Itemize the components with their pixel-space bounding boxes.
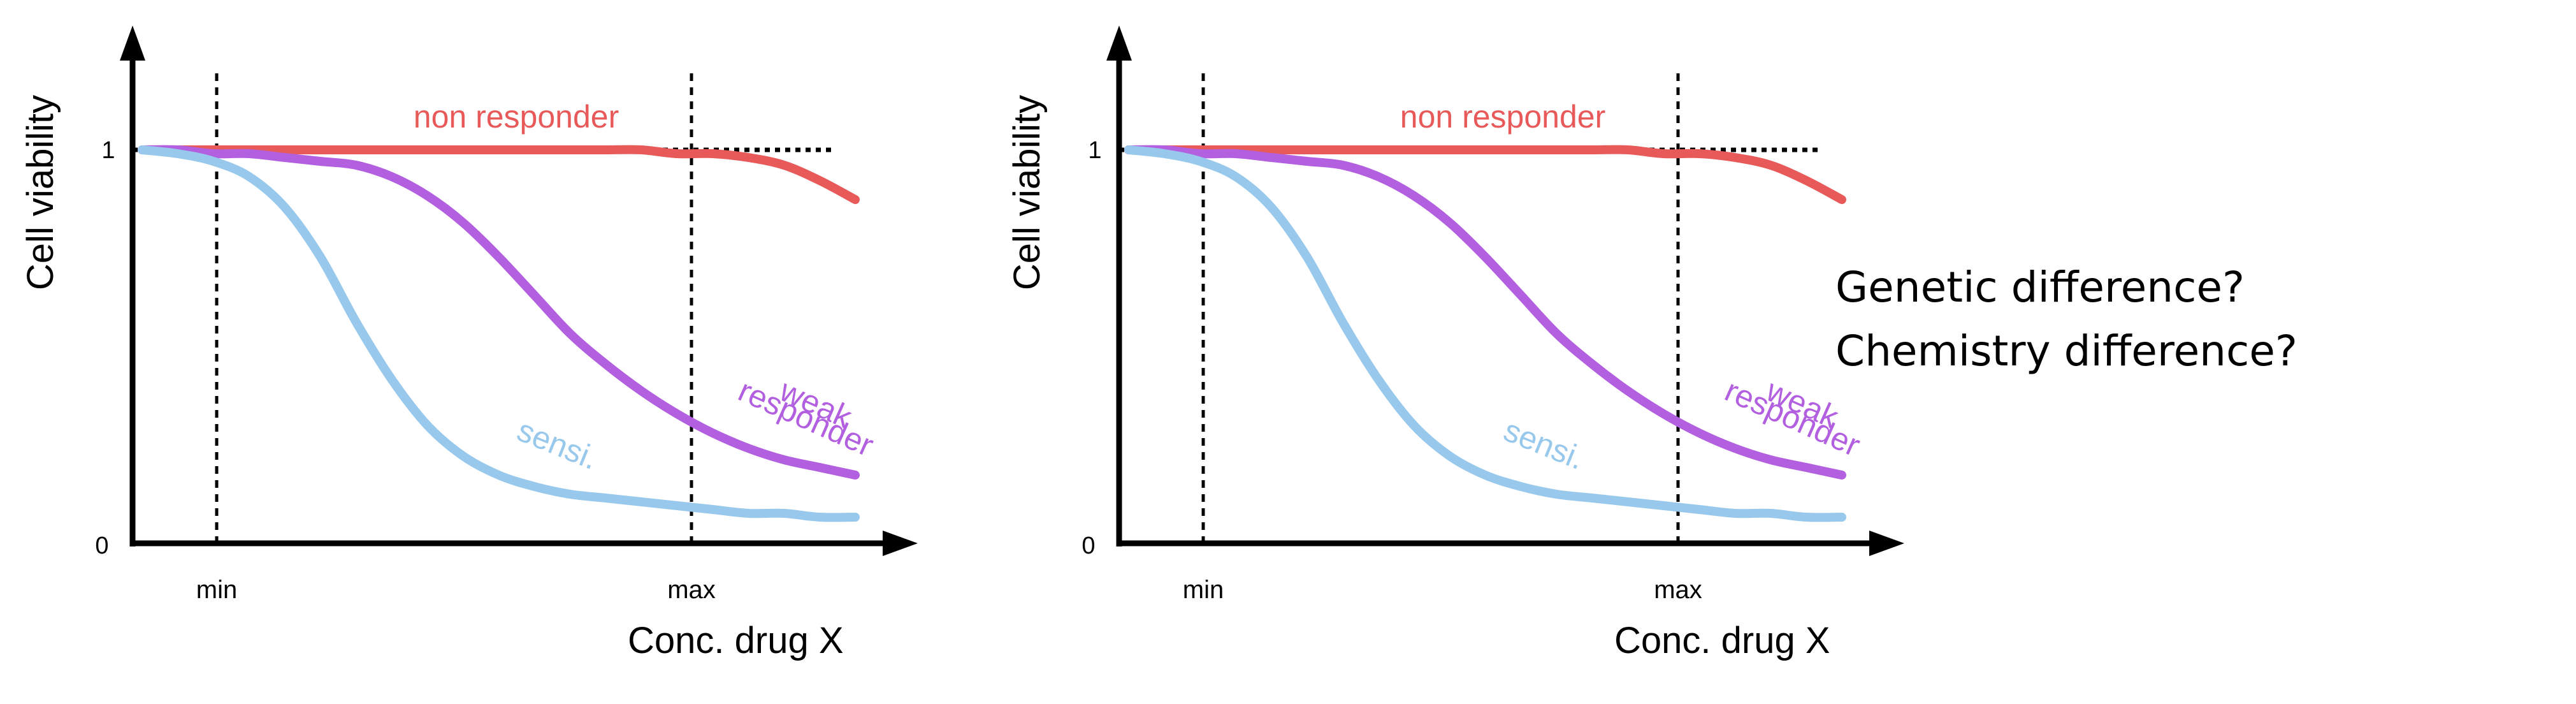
x-axis-arrow <box>883 531 918 556</box>
curve-sensi <box>1124 145 1846 522</box>
y-axis-label: Cell viability <box>1006 95 1048 290</box>
y-tick-zero: 0 <box>95 532 108 559</box>
x-marker-min: min <box>1183 576 1224 604</box>
label-sensi: sensi. <box>1499 412 1589 476</box>
curve-sensi <box>138 145 860 522</box>
y-tick-zero: 0 <box>1082 532 1095 559</box>
series-curves <box>1124 145 1846 522</box>
annotation-chemistry: Chemistry difference? <box>1835 326 2297 376</box>
curve-weak-responder <box>138 145 860 480</box>
x-marker-max: max <box>667 576 716 604</box>
y-axis-label: Cell viability <box>20 95 61 290</box>
curve-non-responder <box>138 145 860 204</box>
curve-non-responder <box>1124 145 1846 204</box>
x-marker-min: min <box>196 576 237 604</box>
label-non-responder: non responder <box>1400 99 1605 135</box>
x-axis-label: Conc. drug X <box>1614 620 1830 661</box>
curve-weak-responder <box>1124 145 1846 480</box>
viability-chart-2: 1 0 min max Conc. drug X Cell viability … <box>1006 26 1904 661</box>
series-curves <box>138 145 860 522</box>
y-axis-arrow <box>120 26 145 61</box>
label-non-responder: non responder <box>414 99 619 135</box>
x-axis-arrow <box>1869 531 1904 556</box>
viability-chart-1: 1 0 min max Conc. drug X Cell viability … <box>20 26 918 661</box>
x-marker-max: max <box>1654 576 1702 604</box>
label-sensi: sensi. <box>512 412 603 476</box>
annotation-genetic: Genetic difference? <box>1835 263 2245 312</box>
y-tick-one: 1 <box>101 137 115 164</box>
x-axis-label: Conc. drug X <box>628 620 844 661</box>
y-tick-one: 1 <box>1088 137 1101 164</box>
y-axis-arrow <box>1106 26 1132 61</box>
